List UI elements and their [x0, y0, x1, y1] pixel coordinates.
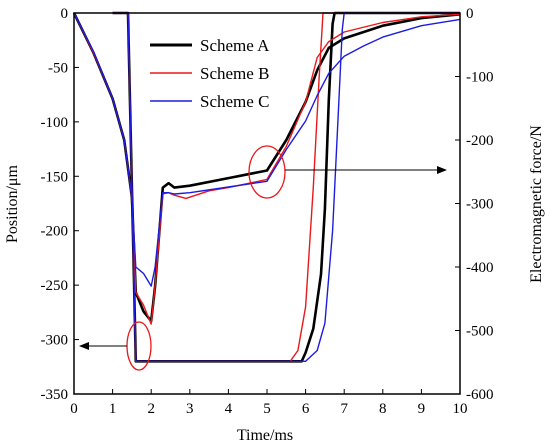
x-tick-label: 1 [109, 401, 117, 417]
series-line-scheme-c-force [73, 12, 461, 287]
y-left-tick-label: -100 [41, 115, 69, 131]
y-left-tick-label: 0 [61, 6, 69, 22]
y-right-tick-label: -100 [466, 70, 494, 86]
y-left-tick-label: -300 [41, 333, 69, 349]
ticks-layer: 0 1 2 3 4 5 6 7 8 9 10 0 -50 -100 -150 -200 -250 -300 -350… [41, 6, 494, 417]
y-right-tick-label: -200 [466, 133, 494, 149]
x-axis-title: Time/ms [237, 427, 293, 444]
x-tick-label: 10 [453, 401, 468, 417]
series-line-scheme-c-position [112, 12, 460, 362]
x-tick-label: 8 [379, 401, 387, 417]
x-tick-label: 4 [225, 401, 233, 417]
legend-label-scheme-b: Scheme B [200, 64, 269, 83]
x-tick-label: 3 [186, 401, 194, 417]
y-right-tick-label: -500 [466, 324, 494, 340]
annotation-ellipse-position [126, 321, 152, 371]
x-tick-label: 9 [418, 401, 426, 417]
y-left-tick-label: -50 [48, 60, 68, 76]
y-left-tick-label: -350 [41, 387, 69, 403]
y-right-tick-label: -400 [466, 260, 494, 276]
y-left-tick-label: -200 [41, 224, 69, 240]
y-axis-left-title: Position/μm [4, 164, 21, 242]
x-tick-label: 6 [302, 401, 310, 417]
x-tick-label: 2 [147, 401, 155, 417]
legend-label-scheme-c: Scheme C [200, 92, 269, 111]
x-tick-label: 5 [263, 401, 271, 417]
x-tick-label: 0 [70, 401, 78, 417]
series-layer [72, 11, 461, 363]
y-right-tick-label: -300 [466, 197, 494, 213]
y-right-tick-label: 0 [466, 6, 474, 22]
annotation-ellipse-force [248, 145, 286, 199]
y-right-tick-label: -600 [466, 387, 494, 403]
legend: Scheme A Scheme B Scheme C [150, 36, 270, 111]
y-axis-right-title: Electromagnetic force/N [528, 125, 545, 283]
x-tick-label: 7 [340, 401, 348, 417]
y-left-tick-label: -150 [41, 169, 69, 185]
y-left-tick-label: -250 [41, 278, 69, 294]
legend-label-scheme-a: Scheme A [200, 36, 270, 55]
